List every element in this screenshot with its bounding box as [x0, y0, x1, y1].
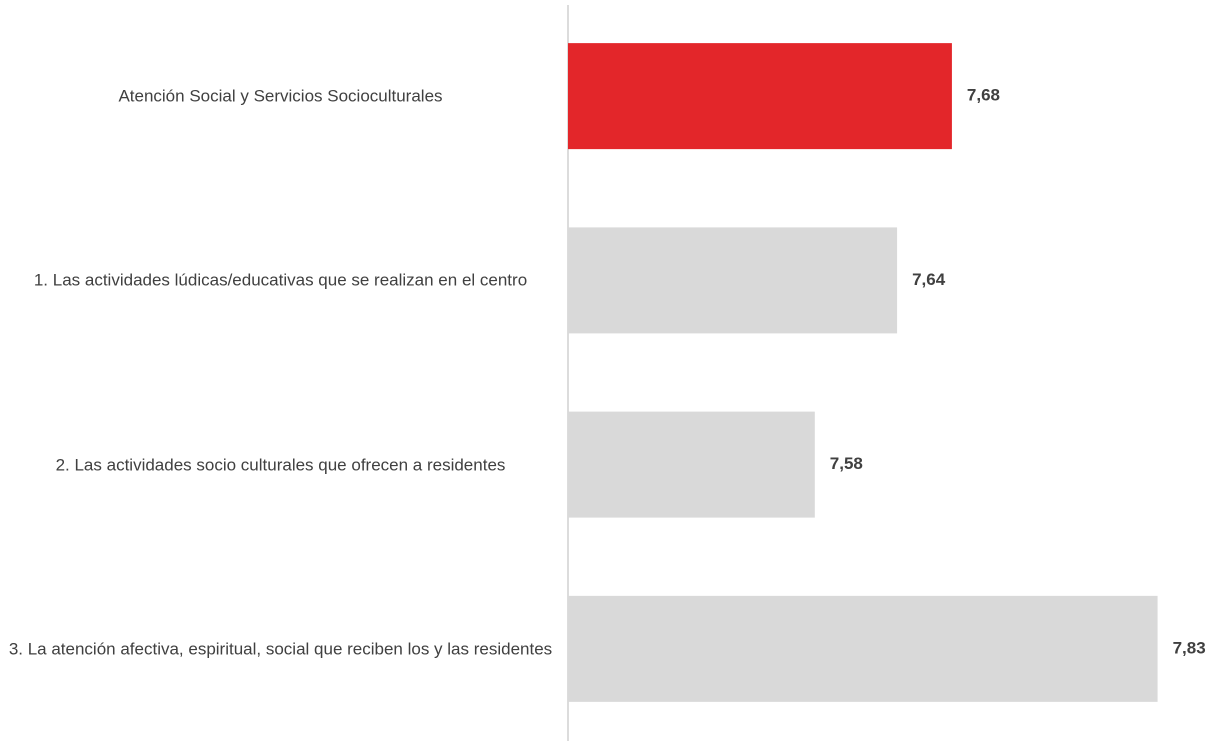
category-label: 2. Las actividades socio culturales que …: [55, 455, 506, 475]
category-label: Atención Social y Servicios Sociocultura…: [118, 86, 443, 106]
bar: [568, 595, 1158, 702]
category-label: 1. Las actividades lúdicas/educativas qu…: [33, 270, 528, 290]
value-label: 7,58: [830, 454, 863, 473]
category-label: 3. La atención afectiva, espiritual, soc…: [8, 639, 553, 659]
value-label: 7,83: [1173, 638, 1206, 657]
value-label: 7,64: [912, 270, 946, 289]
value-label: 7,68: [967, 86, 1000, 105]
bar: [568, 411, 815, 518]
bar: [568, 227, 898, 334]
bar: [568, 43, 952, 150]
